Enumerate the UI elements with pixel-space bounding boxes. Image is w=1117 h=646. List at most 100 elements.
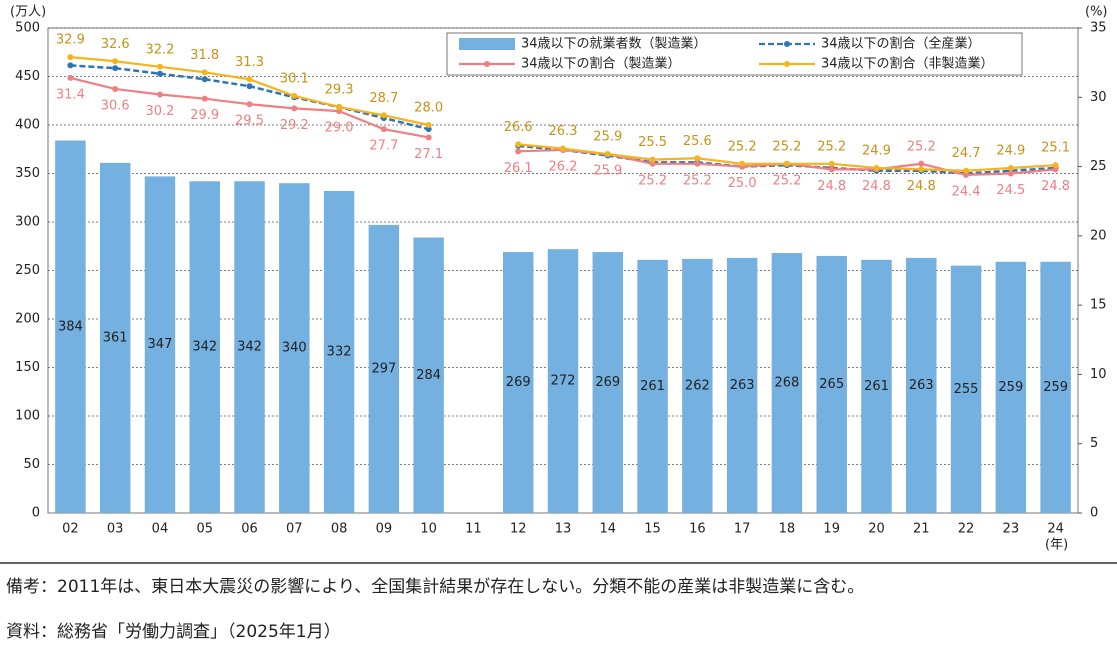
value-label: 25.0 <box>728 176 757 191</box>
x-tick-label: 22 <box>958 522 975 537</box>
value-label: 24.8 <box>907 179 936 194</box>
x-tick-label: 12 <box>510 522 527 537</box>
x-tick-label: 24 <box>1047 522 1064 537</box>
x-tick-label: 06 <box>241 522 258 537</box>
point <box>112 85 119 92</box>
bar <box>816 255 847 513</box>
point <box>918 166 925 173</box>
bar <box>1040 261 1071 513</box>
point <box>649 156 656 163</box>
bar-value-label: 272 <box>551 374 576 389</box>
bar <box>861 259 892 513</box>
value-label: 24.8 <box>817 179 846 194</box>
bar <box>368 224 400 513</box>
bar-value-label: 342 <box>237 340 262 355</box>
y-tick-label: 250 <box>15 263 40 278</box>
value-label: 29.0 <box>325 121 354 136</box>
point <box>425 126 432 133</box>
value-label: 25.9 <box>593 164 622 179</box>
point <box>694 155 701 162</box>
bar-value-label: 268 <box>774 376 799 391</box>
point <box>963 167 970 174</box>
legend-label: 34歳以下の割合（非製造業） <box>821 56 994 72</box>
point <box>783 160 790 167</box>
note: 備考：2011年は、東日本大震災の影響により、全国集計結果が存在しない。分類不能… <box>6 577 864 597</box>
value-label: 26.6 <box>504 120 533 135</box>
value-label: 25.2 <box>638 173 667 188</box>
point <box>246 76 253 83</box>
point <box>156 63 163 70</box>
bar-value-label: 262 <box>685 378 710 393</box>
value-label: 26.3 <box>549 124 578 139</box>
bar-value-label: 342 <box>192 340 217 355</box>
y-tick-label: 350 <box>15 166 40 181</box>
y-tick-label: 50 <box>23 457 40 472</box>
y-tick-label: 500 <box>15 21 40 36</box>
value-label: 31.3 <box>235 55 264 70</box>
x-tick-label: 10 <box>420 522 437 537</box>
value-label: 27.7 <box>369 139 398 154</box>
note: 資料：総務省「労働力調査」（2025年1月） <box>6 622 341 642</box>
value-label: 24.8 <box>1041 179 1070 194</box>
value-label: 27.1 <box>414 147 443 162</box>
bar <box>950 265 982 513</box>
bar <box>99 162 131 513</box>
y-tick-label: 450 <box>15 69 40 84</box>
bar <box>55 140 86 513</box>
x-tick-label: 02 <box>62 522 79 537</box>
bar <box>995 261 1027 513</box>
y2-tick-label: 20 <box>1090 228 1107 243</box>
point <box>1007 164 1014 171</box>
legend-marker <box>484 61 490 67</box>
y2-unit: (%) <box>1085 5 1108 20</box>
y2-tick-label: 35 <box>1090 21 1107 36</box>
bar-value-label: 384 <box>58 319 83 334</box>
y2-tick-label: 5 <box>1090 436 1098 451</box>
x-tick-label: 04 <box>152 522 169 537</box>
y-tick-label: 300 <box>15 215 40 230</box>
y-tick-label: 100 <box>15 409 40 424</box>
bar <box>726 257 758 513</box>
value-label: 24.7 <box>952 146 981 161</box>
value-label: 32.6 <box>101 37 130 52</box>
value-label: 30.1 <box>280 71 309 86</box>
x-unit: (年) <box>1045 538 1068 553</box>
value-label: 26.1 <box>504 161 533 176</box>
value-label: 31.4 <box>56 87 85 102</box>
value-label: 26.2 <box>549 159 578 174</box>
bar-value-label: 361 <box>103 330 128 345</box>
value-label: 24.9 <box>996 143 1025 158</box>
x-tick-label: 08 <box>331 522 348 537</box>
bar-value-label: 263 <box>909 378 934 393</box>
bar <box>413 237 444 513</box>
bar-value-label: 261 <box>640 379 665 394</box>
point <box>694 160 701 167</box>
bar <box>234 181 265 513</box>
bar-value-label: 265 <box>819 377 844 392</box>
value-label: 24.9 <box>862 143 891 158</box>
bar-value-label: 255 <box>954 382 979 397</box>
value-label: 29.3 <box>325 82 354 97</box>
value-label: 29.5 <box>235 114 264 129</box>
point <box>201 69 208 76</box>
y-tick-label: 0 <box>32 506 40 521</box>
value-label: 30.6 <box>101 98 130 113</box>
y-tick-label: 150 <box>15 360 40 375</box>
bar <box>592 252 624 513</box>
bar <box>682 258 713 513</box>
bar-value-label: 259 <box>1043 380 1068 395</box>
value-label: 25.2 <box>907 139 936 154</box>
x-tick-label: 17 <box>734 522 751 537</box>
point <box>560 145 566 152</box>
value-label: 25.9 <box>593 130 622 145</box>
bar <box>189 181 220 513</box>
point <box>336 103 343 110</box>
point <box>156 70 163 77</box>
value-label: 25.1 <box>1041 141 1070 156</box>
point <box>873 164 880 171</box>
bar-value-label: 332 <box>327 344 352 359</box>
point <box>425 134 432 141</box>
point <box>336 108 343 115</box>
bar-value-label: 259 <box>998 380 1023 395</box>
point <box>1052 166 1059 173</box>
